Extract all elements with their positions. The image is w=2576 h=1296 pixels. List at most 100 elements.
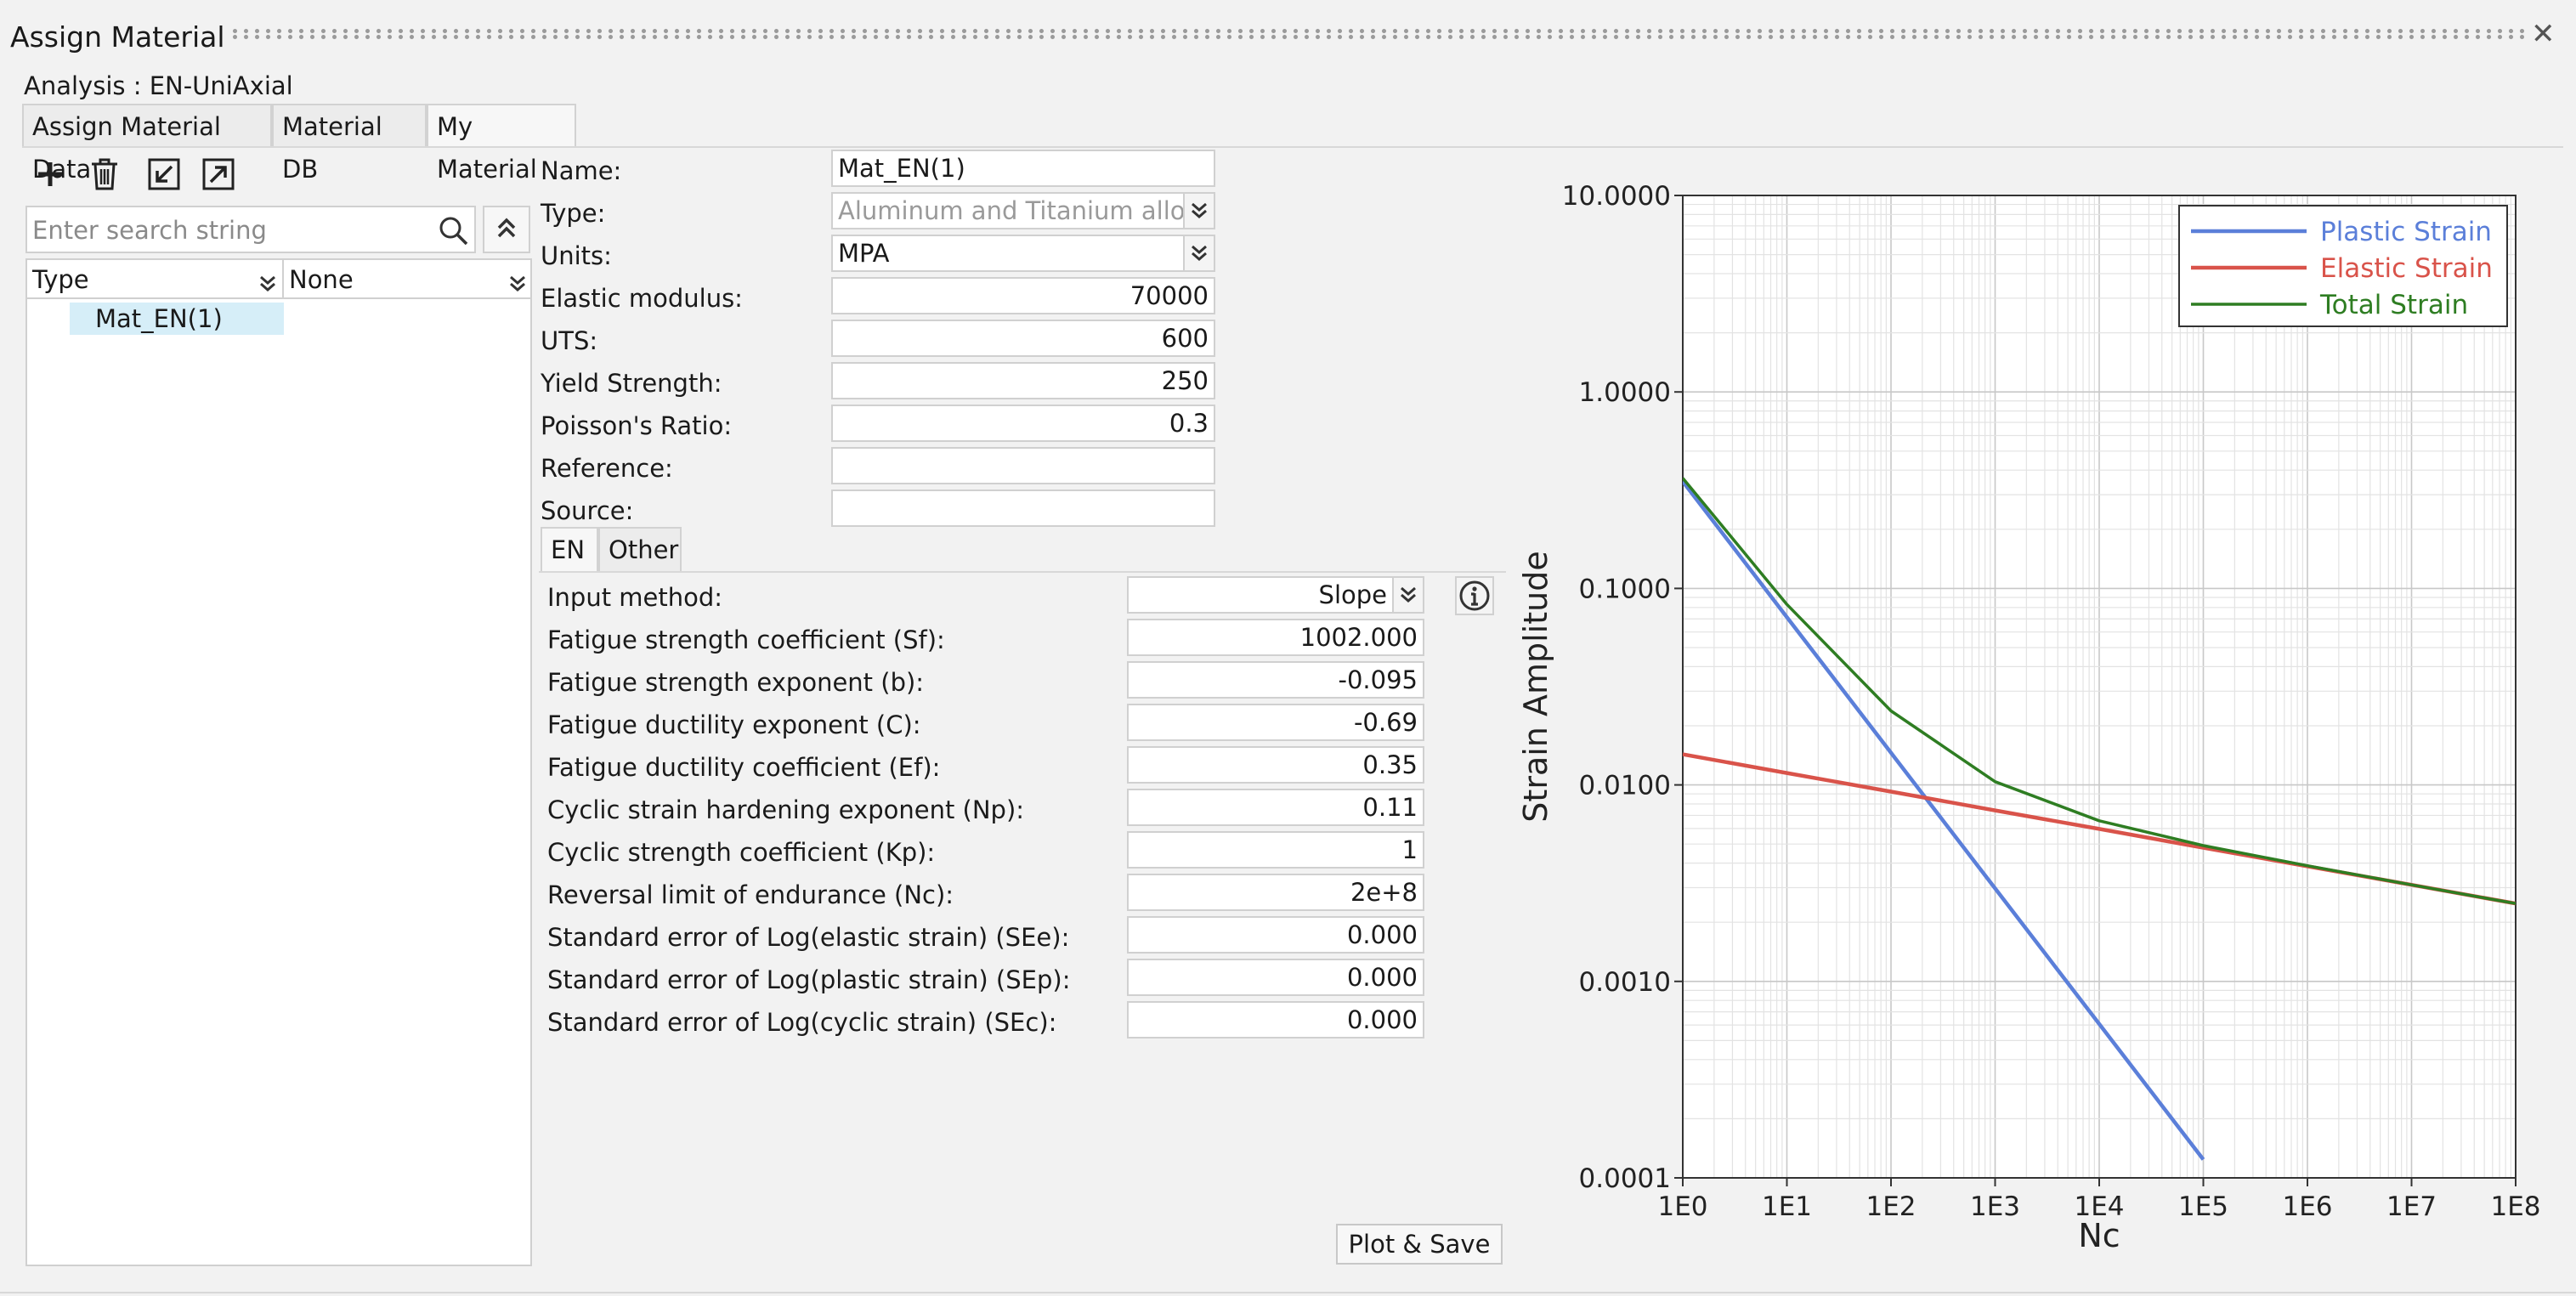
chevron-down-icon[interactable]	[507, 267, 529, 306]
y-axis-label: Strain Amplitude	[1517, 551, 1554, 822]
column-header-label: None	[289, 265, 354, 294]
chevron-down-icon[interactable]	[1392, 578, 1423, 612]
cyclic-hardening-exponent-label: Cyclic strain hardening exponent (Np):	[547, 795, 1025, 824]
x-tick-label: 1E4	[2074, 1191, 2124, 1222]
se-elastic-field[interactable]: 0.000	[1127, 916, 1424, 954]
x-tick-label: 1E3	[1970, 1191, 2020, 1222]
legend: Plastic Strain Elastic Strain Total Strain	[2178, 205, 2508, 327]
series-group	[1683, 477, 2516, 1161]
drag-handle[interactable]	[229, 28, 2524, 40]
cyclic-strength-coefficient-field[interactable]: 1	[1127, 831, 1424, 869]
close-icon[interactable]: ✕	[2531, 17, 2556, 51]
grid	[1682, 195, 2516, 1179]
info-icon[interactable]	[1455, 576, 1494, 615]
elastic-modulus-label: Elastic modulus:	[541, 284, 743, 313]
import-icon[interactable]	[144, 155, 184, 194]
export-icon[interactable]	[199, 155, 238, 194]
x-tick-label: 1E0	[1657, 1191, 1707, 1222]
reference-label: Reference:	[541, 454, 673, 483]
column-header-type[interactable]: Type	[27, 260, 284, 299]
search-icon[interactable]	[439, 216, 469, 250]
column-header-label: Type	[32, 265, 89, 294]
type-value: Aluminum and Titanium alloys	[838, 196, 1213, 225]
legend-label: Elastic Strain	[2320, 253, 2493, 284]
tree-item[interactable]: Mat_EN(1)	[70, 303, 284, 335]
uts-label: UTS:	[541, 326, 598, 355]
cyclic-hardening-exponent-field[interactable]: 0.11	[1127, 789, 1424, 826]
y-tick-label: 0.0010	[1579, 967, 1671, 998]
tab-material-db[interactable]: Material DB	[272, 104, 427, 184]
material-tree: Type None Mat_EN(1)	[25, 258, 532, 1266]
reversal-limit-label: Reversal limit of endurance (Nc):	[547, 880, 954, 909]
search-input[interactable]	[31, 212, 433, 248]
fatigue-ductility-coefficient-label: Fatigue ductility coefficient (Ef):	[547, 753, 941, 782]
chevron-down-icon[interactable]	[257, 267, 279, 306]
units-dropdown[interactable]: MPA	[831, 235, 1215, 272]
fatigue-ductility-exponent-field[interactable]: -0.69	[1127, 704, 1424, 741]
plot-save-button[interactable]: Plot & Save	[1336, 1224, 1503, 1265]
fatigue-ductility-exponent-label: Fatigue ductility exponent (C):	[547, 710, 921, 739]
uts-field[interactable]: 600	[831, 320, 1215, 357]
chevron-double-up-icon	[497, 218, 516, 238]
fatigue-strength-exponent-field[interactable]: -0.095	[1127, 661, 1424, 699]
trash-icon[interactable]	[85, 155, 124, 194]
window-bottom-border	[0, 1292, 2576, 1293]
fatigue-strength-exponent-label: Fatigue strength exponent (b):	[547, 668, 925, 697]
name-label: Name:	[541, 156, 622, 185]
chevron-down-icon[interactable]	[1183, 236, 1214, 270]
se-plastic-label: Standard error of Log(plastic strain) (S…	[547, 965, 1071, 994]
se-cyclic-field[interactable]: 0.000	[1127, 1001, 1424, 1038]
legend-label: Plastic Strain	[2320, 217, 2492, 247]
reversal-limit-field[interactable]: 2e+8	[1127, 874, 1424, 911]
legend-label: Total Strain	[2319, 290, 2468, 320]
search-box	[25, 206, 476, 253]
x-tick-label: 1E1	[1762, 1191, 1812, 1222]
y-tick-label: 0.0100	[1579, 771, 1671, 801]
fatigue-strength-coefficient-label: Fatigue strength coefficient (Sf):	[547, 625, 945, 654]
yield-strength-field[interactable]: 250	[831, 362, 1215, 399]
add-icon[interactable]	[31, 155, 70, 194]
fatigue-strength-coefficient-field[interactable]: 1002.000	[1127, 619, 1424, 656]
x-tick-label: 1E8	[2490, 1191, 2540, 1222]
y-tick-label: 0.1000	[1579, 574, 1671, 604]
x-tick-label: 1E7	[2386, 1191, 2437, 1222]
tab-other[interactable]: Other	[598, 527, 682, 571]
type-label: Type:	[541, 199, 606, 228]
input-method-label: Input method:	[547, 583, 723, 612]
units-value: MPA	[838, 239, 890, 268]
y-tick-label: 10.0000	[1562, 181, 1671, 212]
x-axis-label: Nc	[2078, 1217, 2120, 1254]
cyclic-strength-coefficient-label: Cyclic strength coefficient (Kp):	[547, 838, 936, 867]
reference-field[interactable]	[831, 447, 1215, 484]
axes: 1E0 1E1 1E2 1E3 1E4 1E5 1E6 1E7 1E8 0.0001 0.0010 0…	[1562, 181, 2541, 1222]
se-elastic-label: Standard error of Log(elastic strain) (S…	[547, 923, 1070, 952]
x-tick-label: 1E6	[2282, 1191, 2332, 1222]
type-dropdown[interactable]: Aluminum and Titanium alloys	[831, 192, 1215, 229]
window-title: Assign Material	[10, 20, 225, 54]
input-method-dropdown[interactable]: Slope	[1127, 576, 1424, 614]
elastic-modulus-field[interactable]: 70000	[831, 277, 1215, 314]
source-field[interactable]	[831, 490, 1215, 527]
column-header-group[interactable]: None	[284, 260, 532, 299]
chevron-down-icon[interactable]	[1183, 194, 1214, 228]
subtab-divider	[539, 571, 1506, 573]
tab-divider	[22, 146, 2563, 148]
analysis-label: Analysis : EN-UniAxial	[24, 71, 293, 100]
name-field[interactable]: Mat_EN(1)	[831, 150, 1215, 187]
y-tick-label: 0.0001	[1579, 1163, 1671, 1194]
collapse-button[interactable]	[483, 206, 530, 253]
tab-en[interactable]: EN	[541, 527, 598, 571]
se-plastic-field[interactable]: 0.000	[1127, 959, 1424, 996]
yield-strength-label: Yield Strength:	[541, 369, 722, 398]
fatigue-ductility-coefficient-field[interactable]: 0.35	[1127, 746, 1424, 784]
series-line-total-strain	[1683, 477, 2516, 905]
input-method-value: Slope	[1318, 580, 1387, 609]
se-cyclic-label: Standard error of Log(cyclic strain) (SE…	[547, 1008, 1057, 1037]
series-line-plastic-strain	[1683, 480, 2205, 1161]
tab-assign-material-data[interactable]: Assign Material Data	[22, 104, 272, 184]
units-label: Units:	[541, 241, 612, 270]
x-tick-label: 1E2	[1865, 1191, 1916, 1222]
x-tick-label: 1E5	[2178, 1191, 2228, 1222]
poisson-ratio-field[interactable]: 0.3	[831, 405, 1215, 442]
tab-my-material[interactable]: My Material	[427, 104, 576, 184]
